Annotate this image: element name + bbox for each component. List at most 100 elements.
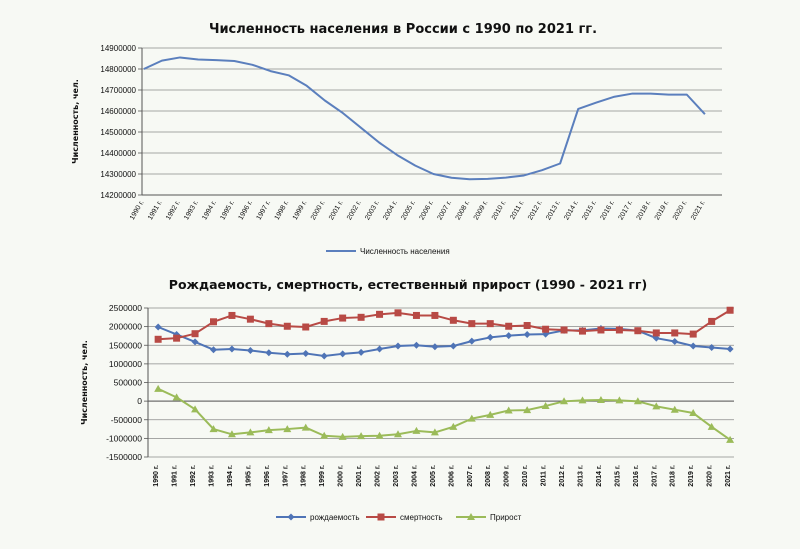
x-tick-label: 2021 г. xyxy=(690,199,707,221)
data-point xyxy=(302,323,310,331)
x-tick-label: 1993 г. xyxy=(208,465,215,487)
data-point xyxy=(283,425,292,433)
y-tick-label: 14300000 xyxy=(100,170,136,179)
data-point xyxy=(560,326,568,334)
data-point xyxy=(302,349,310,357)
data-point xyxy=(191,405,200,413)
data-point xyxy=(689,330,697,338)
y-tick-label: 14200000 xyxy=(100,191,136,200)
x-tick-label: 1997 г. xyxy=(282,465,289,487)
data-point xyxy=(523,330,531,338)
x-tick-label: 1997 г. xyxy=(256,199,273,221)
y-tick-label: 14500000 xyxy=(100,128,136,137)
x-tick-label: 2008 г. xyxy=(455,199,472,221)
data-point xyxy=(726,345,734,353)
y-tick-label: 1000000 xyxy=(109,359,142,369)
data-point xyxy=(209,425,218,433)
y-tick-label: 1500000 xyxy=(109,340,142,350)
x-tick-label: 2012 г. xyxy=(559,465,566,487)
x-tick-label: 1992 г. xyxy=(165,199,182,221)
data-point xyxy=(412,311,420,319)
x-tick-label: 2017 г. xyxy=(618,199,635,221)
x-tick-label: 2006 г. xyxy=(418,199,435,221)
x-tick-label: 2004 г. xyxy=(411,465,418,487)
x-tick-label: 2017 г. xyxy=(651,465,658,487)
data-point xyxy=(523,322,531,330)
data-point xyxy=(394,309,402,317)
x-tick-label: 1991 г. xyxy=(147,199,164,221)
x-tick-label: 2002 г. xyxy=(375,465,382,487)
x-tick-label: 2020 г. xyxy=(707,465,714,487)
y-tick-label: 500000 xyxy=(114,378,143,388)
data-point xyxy=(191,338,199,346)
x-tick-label: 2007 г. xyxy=(437,199,454,221)
x-tick-label: 2004 г. xyxy=(382,199,399,221)
x-tick-label: 1991 г. xyxy=(172,465,179,487)
data-point xyxy=(652,334,660,342)
data-point xyxy=(412,426,421,434)
data-point xyxy=(227,430,236,438)
data-point xyxy=(486,410,495,418)
x-tick-label: 2009 г. xyxy=(504,465,511,487)
chart-title: Рождаемость, смертность, естественный пр… xyxy=(169,277,647,292)
x-tick-label: 1994 г. xyxy=(201,199,218,221)
x-tick-label: 1990 г. xyxy=(129,199,146,221)
x-tick-label: 1998 г. xyxy=(274,199,291,221)
x-tick-label: 2000 г. xyxy=(338,465,345,487)
data-point xyxy=(486,320,494,328)
data-point xyxy=(615,396,624,404)
data-point xyxy=(209,346,217,354)
x-tick-label: 2001 г. xyxy=(356,465,363,487)
x-tick-label: 2020 г. xyxy=(672,199,689,221)
data-point xyxy=(578,396,587,404)
x-tick-label: 2005 г. xyxy=(400,199,417,221)
data-point xyxy=(283,350,291,358)
data-point xyxy=(486,333,494,341)
series-line-0 xyxy=(143,56,706,181)
x-tick-label: 2002 г. xyxy=(346,199,363,221)
data-point xyxy=(246,428,255,436)
x-tick-label: 2005 г. xyxy=(430,465,437,487)
data-point xyxy=(265,320,273,328)
x-tick-label: 1999 г. xyxy=(319,465,326,487)
x-tick-label: 1998 г. xyxy=(301,465,308,487)
birth-death-chart: Рождаемость, смертность, естественный пр… xyxy=(80,277,735,522)
x-tick-label: 2012 г. xyxy=(527,199,544,221)
data-point xyxy=(265,349,273,357)
data-point xyxy=(431,343,439,351)
x-tick-label: 2007 г. xyxy=(467,465,474,487)
data-point xyxy=(173,330,181,338)
data-point xyxy=(172,393,181,401)
data-point xyxy=(726,306,734,314)
y-tick-label: 14900000 xyxy=(100,44,136,53)
data-point xyxy=(431,311,439,319)
data-point xyxy=(301,423,310,431)
x-tick-label: 2016 г. xyxy=(599,199,616,221)
y-tick-label: 2500000 xyxy=(109,303,142,313)
data-point xyxy=(449,316,457,324)
x-tick-label: 2011 г. xyxy=(509,199,525,220)
data-point xyxy=(597,326,605,334)
data-point xyxy=(191,330,199,338)
data-point xyxy=(246,346,254,354)
data-point xyxy=(505,322,513,330)
data-point xyxy=(707,422,716,430)
data-point xyxy=(671,329,679,337)
y-tick-label: -1500000 xyxy=(106,452,142,462)
population-chart: Численность населения в России с 1990 по… xyxy=(71,22,722,256)
y-axis-label: Численность, чел. xyxy=(71,79,80,164)
legend-marker xyxy=(467,513,475,520)
data-point xyxy=(320,317,328,325)
data-point xyxy=(708,343,716,351)
data-point xyxy=(154,384,163,392)
data-point xyxy=(357,313,365,321)
data-point xyxy=(338,432,347,440)
data-point xyxy=(264,426,273,434)
x-tick-label: 2014 г. xyxy=(563,199,580,221)
x-tick-label: 1999 г. xyxy=(292,199,309,221)
data-point xyxy=(652,329,660,337)
x-tick-label: 1992 г. xyxy=(190,465,197,487)
y-tick-label: 0 xyxy=(137,396,142,406)
data-point xyxy=(689,342,697,350)
